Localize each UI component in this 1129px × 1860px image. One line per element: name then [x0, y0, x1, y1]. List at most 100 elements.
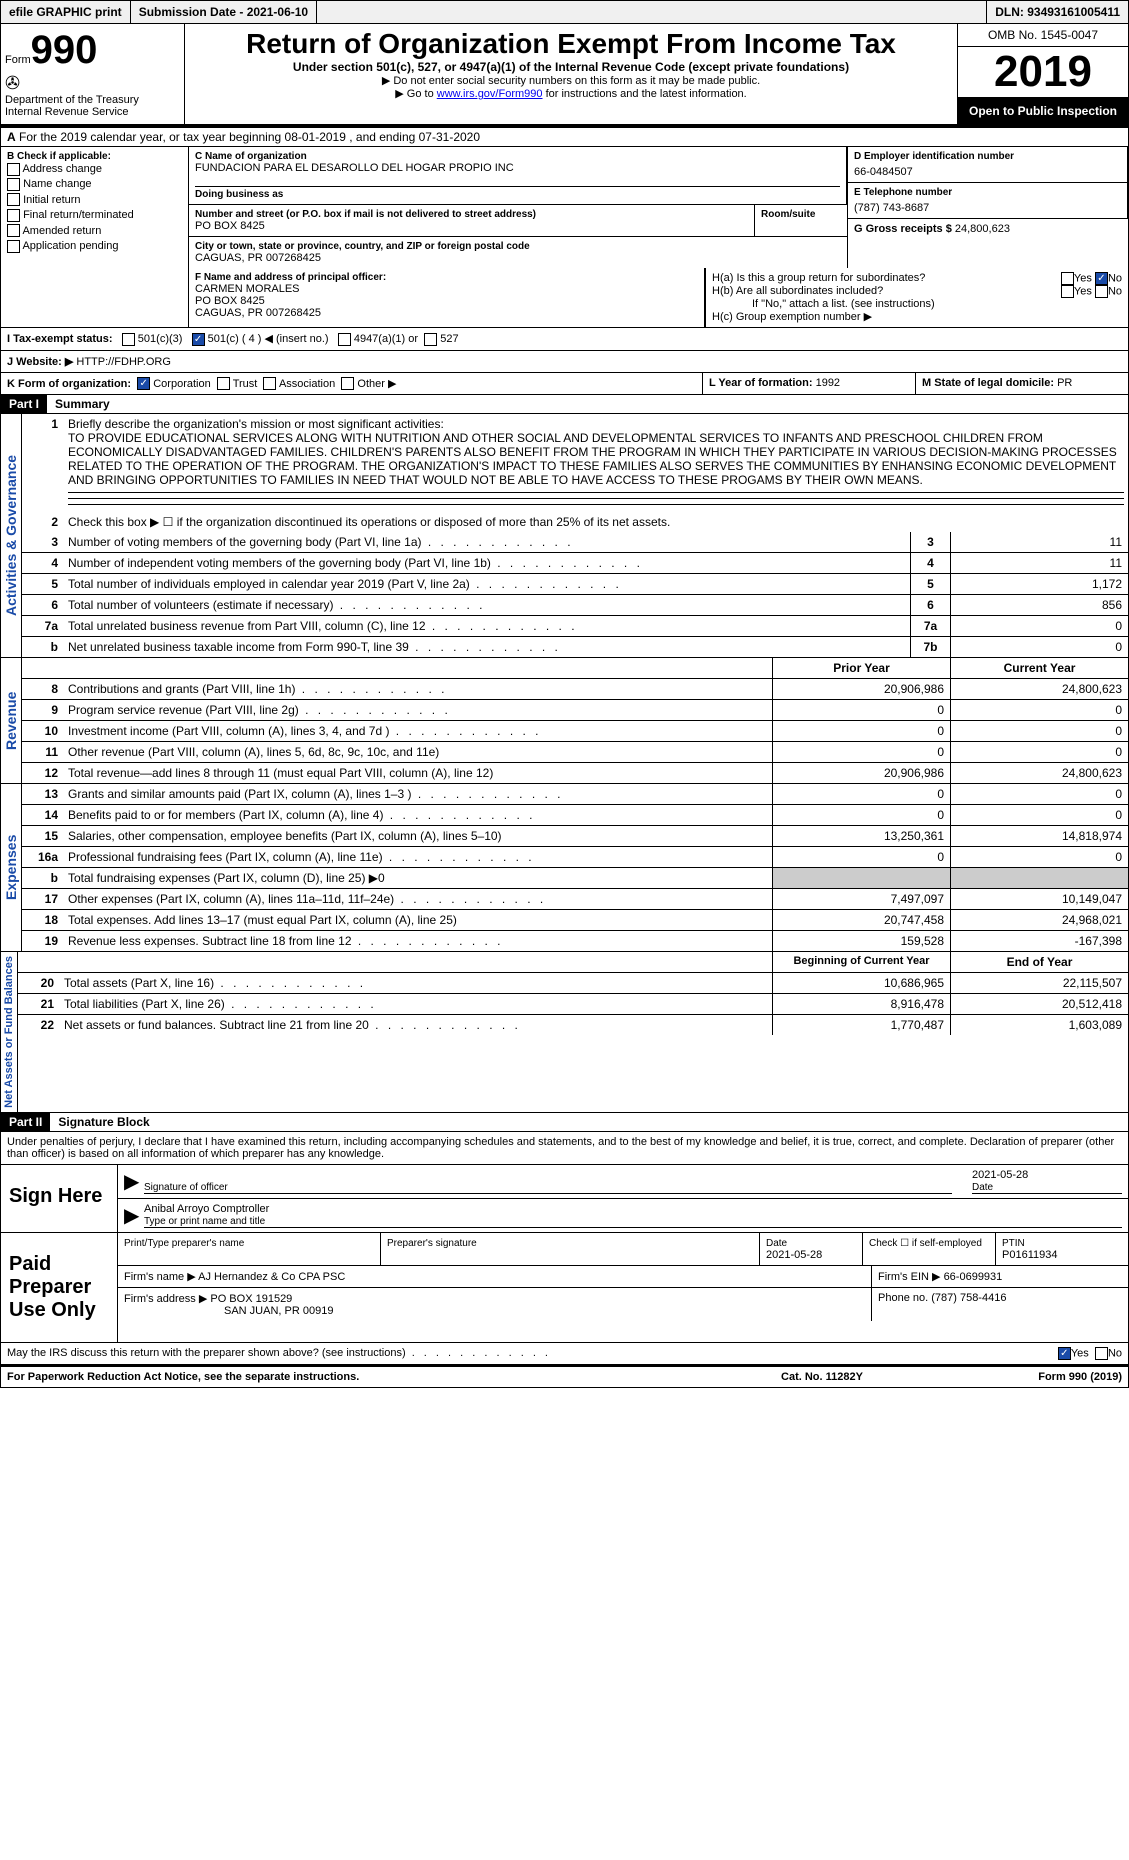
discuss-yes[interactable] — [1058, 1347, 1071, 1360]
line-15-current: 14,818,974 — [950, 826, 1128, 846]
website-row: J Website: ▶ HTTP://FDHP.ORG — [0, 351, 1129, 373]
ha-no[interactable] — [1095, 272, 1108, 285]
discuss-no[interactable] — [1095, 1347, 1108, 1360]
room-label: Room/suite — [761, 209, 841, 220]
sidebar-net-assets: Net Assets or Fund Balances — [1, 952, 17, 1112]
dept-treasury: Department of the Treasury — [5, 94, 180, 106]
line-9-prior: 0 — [772, 700, 950, 720]
line-13-current: 0 — [950, 784, 1128, 804]
preparer-section: Paid Preparer Use Only Print/Type prepar… — [0, 1233, 1129, 1343]
line-19: Revenue less expenses. Subtract line 18 … — [64, 931, 772, 951]
tax-exempt-row: I Tax-exempt status: 501(c)(3) 501(c) ( … — [0, 327, 1129, 351]
form-header: Form990 ✇ Department of the Treasury Int… — [0, 24, 1129, 128]
ha-label: H(a) Is this a group return for subordin… — [712, 272, 925, 285]
opt-other: Other ▶ — [357, 378, 396, 390]
check-application-pending[interactable]: Application pending — [7, 239, 182, 254]
identity-block: B Check if applicable: Address change Na… — [0, 147, 1129, 268]
boy-header: Beginning of Current Year — [772, 952, 950, 972]
net-assets-section: Net Assets or Fund Balances Beginning of… — [0, 952, 1129, 1113]
tax-period: A For the 2019 calendar year, or tax yea… — [0, 128, 1129, 147]
discuss-row: May the IRS discuss this return with the… — [0, 1343, 1129, 1365]
revenue-section: Revenue Prior YearCurrent Year 8Contribu… — [0, 658, 1129, 784]
discuss-text: May the IRS discuss this return with the… — [7, 1347, 551, 1360]
line-18-current: 24,968,021 — [950, 910, 1128, 930]
footer-left: For Paperwork Reduction Act Notice, see … — [7, 1371, 722, 1383]
hb-no[interactable] — [1095, 285, 1108, 298]
line-12-current: 24,800,623 — [950, 763, 1128, 783]
line-5-value: 1,172 — [950, 574, 1128, 594]
yes-label: Yes — [1074, 272, 1092, 284]
check-initial-return[interactable]: Initial return — [7, 193, 182, 208]
check-amended-return[interactable]: Amended return — [7, 224, 182, 239]
discuss-yes-label: Yes — [1071, 1347, 1089, 1359]
line-20-prior: 10,686,965 — [772, 973, 950, 993]
line-11-prior: 0 — [772, 742, 950, 762]
phone: (787) 743-8687 — [854, 198, 1121, 214]
sidebar-expenses: Expenses — [1, 784, 21, 951]
check-501c[interactable] — [192, 333, 205, 346]
line-7a-value: 0 — [950, 616, 1128, 636]
city-label: City or town, state or province, country… — [195, 241, 841, 252]
line-10-current: 0 — [950, 721, 1128, 741]
line-16a-prior: 0 — [772, 847, 950, 867]
preparer-date: 2021-05-28 — [766, 1249, 822, 1261]
check-trust[interactable] — [217, 377, 230, 390]
line-21-current: 20,512,418 — [950, 994, 1128, 1014]
ha-yes[interactable] — [1061, 272, 1074, 285]
activities-governance-section: Activities & Governance 1 Briefly descri… — [0, 414, 1129, 658]
part-2-title: Part II — [1, 1113, 50, 1131]
check-corp[interactable] — [137, 377, 150, 390]
line-12-prior: 20,906,986 — [772, 763, 950, 783]
line-4-value: 11 — [950, 553, 1128, 573]
final-label: Final return/terminated — [23, 209, 134, 221]
addr-label: Number and street (or P.O. box if mail i… — [195, 209, 748, 220]
check-name-change[interactable]: Name change — [7, 177, 182, 192]
signer-name: Anibal Arroyo Comptroller — [144, 1203, 269, 1215]
check-other[interactable] — [341, 377, 354, 390]
check-527[interactable] — [424, 333, 437, 346]
box-g-label: G Gross receipts $ — [854, 223, 952, 235]
open-to-public: Open to Public Inspection — [958, 98, 1128, 124]
yes-label-2: Yes — [1074, 285, 1092, 297]
dept-irs: Internal Revenue Service — [5, 106, 180, 118]
hb-yes[interactable] — [1061, 285, 1074, 298]
org-city: CAGUAS, PR 007268425 — [195, 252, 841, 264]
top-bar: efile GRAPHIC print Submission Date - 20… — [0, 0, 1129, 24]
expenses-section: Expenses 13Grants and similar amounts pa… — [0, 784, 1129, 952]
check-4947[interactable] — [338, 333, 351, 346]
line-4: Number of independent voting members of … — [64, 553, 910, 573]
box-d-label: D Employer identification number — [854, 151, 1121, 162]
form-org-row: K Form of organization: Corporation Trus… — [0, 373, 1129, 396]
box-j-label: J Website: ▶ — [7, 356, 73, 368]
line-7b-value: 0 — [950, 637, 1128, 657]
line-11: Other revenue (Part VIII, column (A), li… — [64, 742, 772, 762]
check-assoc[interactable] — [263, 377, 276, 390]
line-3-value: 11 — [950, 532, 1128, 552]
part-1-title: Part I — [1, 395, 47, 413]
footer-center: Cat. No. 11282Y — [722, 1371, 922, 1383]
line-3: Number of voting members of the governin… — [64, 532, 910, 552]
box-m-label: M State of legal domicile: — [922, 377, 1054, 389]
part-1-name: Summary — [47, 397, 110, 411]
line-17-current: 10,149,047 — [950, 889, 1128, 909]
firm-ein: 66-0699931 — [944, 1271, 1003, 1283]
line-16a-current: 0 — [950, 847, 1128, 867]
preparer-check-label: Check ☐ if self-employed — [869, 1238, 982, 1249]
form-instructions-link[interactable]: www.irs.gov/Form990 — [437, 88, 543, 100]
omb-number: OMB No. 1545-0047 — [958, 24, 1128, 47]
box-c-label: C Name of organization — [195, 151, 840, 162]
firm-phone-label: Phone no. — [878, 1292, 928, 1304]
ptin-value: P01611934 — [1002, 1249, 1057, 1261]
firm-addr2: SAN JUAN, PR 00919 — [124, 1305, 333, 1317]
line-13: Grants and similar amounts paid (Part IX… — [64, 784, 772, 804]
line-16a: Professional fundraising fees (Part IX, … — [64, 847, 772, 867]
check-address-change[interactable]: Address change — [7, 162, 182, 177]
preparer-date-label: Date — [766, 1238, 787, 1249]
check-final-return[interactable]: Final return/terminated — [7, 208, 182, 223]
check-501c3[interactable] — [122, 333, 135, 346]
line-6: Total number of volunteers (estimate if … — [64, 595, 910, 615]
app-pending-label: Application pending — [22, 240, 118, 252]
gross-receipts: 24,800,623 — [955, 223, 1010, 235]
line-17-prior: 7,497,097 — [772, 889, 950, 909]
preparer-print-label: Print/Type preparer's name — [124, 1238, 244, 1249]
